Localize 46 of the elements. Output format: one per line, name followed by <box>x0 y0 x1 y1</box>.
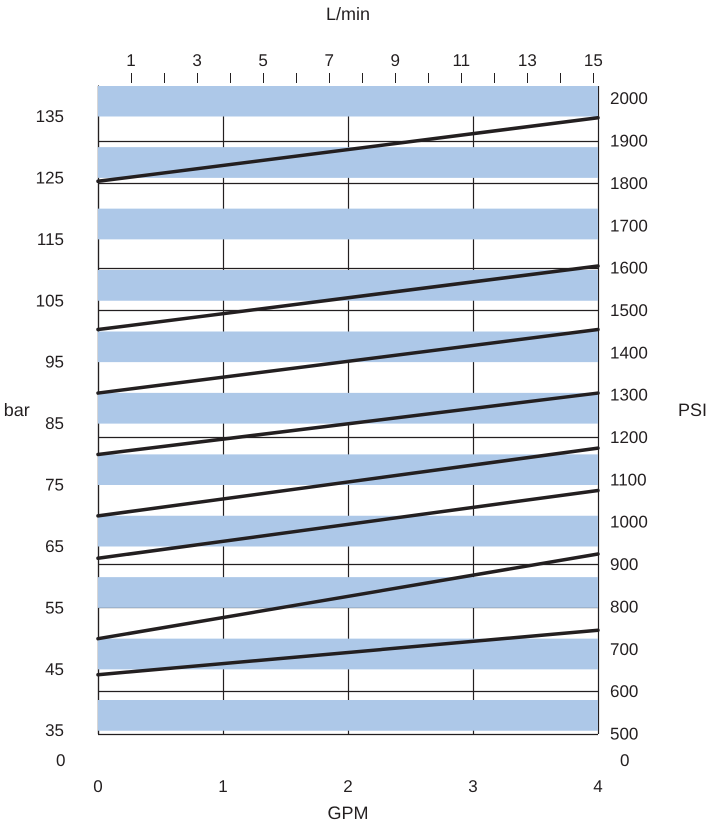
y-tick-label: 65 <box>45 536 64 556</box>
x-tick-label: 0 <box>93 777 103 796</box>
y-tick-label: 95 <box>45 352 64 372</box>
x2-axis-title: L/min <box>326 4 370 24</box>
y-tick-label: 55 <box>45 598 64 618</box>
x-tick-label: 2 <box>343 777 353 796</box>
y2-tick-label: 1500 <box>610 300 648 320</box>
y2-tick-label: 1200 <box>610 428 648 448</box>
y-tick-label: 115 <box>36 230 64 249</box>
text: 0 <box>56 751 66 770</box>
y2-tick-label: 1700 <box>610 216 648 236</box>
x2-tick-label: 11 <box>452 51 470 70</box>
y2-tick-label: 1400 <box>610 343 648 362</box>
x-tick-label: 4 <box>593 777 603 796</box>
x2-tick-label: 5 <box>258 51 268 70</box>
x2-tick-label: 15 <box>584 51 603 70</box>
y2-tick-label: 1300 <box>610 386 648 405</box>
y-tick-label: 105 <box>36 291 64 310</box>
x2-tick-label: 13 <box>518 51 537 70</box>
y-axis-title: bar <box>4 400 30 420</box>
x2-tick-label: 9 <box>390 51 400 70</box>
y2-tick-label: 1900 <box>610 132 648 151</box>
y-tick-label: 135 <box>36 106 64 126</box>
x-tick-label: 3 <box>468 777 478 796</box>
x2-tick-label: 1 <box>126 51 136 70</box>
x2-tick-label: 7 <box>324 51 334 70</box>
y2-axis-title: PSI <box>678 400 708 420</box>
y2-tick-label: 600 <box>610 682 638 702</box>
x-axis-title: GPM <box>327 803 369 823</box>
x2-tick-label: 3 <box>192 51 202 70</box>
y2-tick-label: 1000 <box>610 512 648 532</box>
y2-tick-label: 1100 <box>610 470 647 490</box>
y2-tick-label: 700 <box>610 640 638 659</box>
y-tick-label: 85 <box>45 414 64 434</box>
y2-tick-label: 800 <box>610 597 638 616</box>
x-tick-label: 1 <box>218 777 228 796</box>
y2-tick-label: 1800 <box>610 174 648 193</box>
y-tick-label: 35 <box>45 721 64 740</box>
y-tick-label: 125 <box>36 168 64 188</box>
y-tick-label: 75 <box>45 476 64 495</box>
y2-tick-label: 1600 <box>610 258 648 278</box>
y2-tick-label: 2000 <box>610 89 648 108</box>
text: 0 <box>620 751 630 770</box>
y-tick-label: 45 <box>45 660 64 679</box>
y2-tick-label: 900 <box>610 555 638 574</box>
y2-tick-label: 500 <box>610 724 638 744</box>
